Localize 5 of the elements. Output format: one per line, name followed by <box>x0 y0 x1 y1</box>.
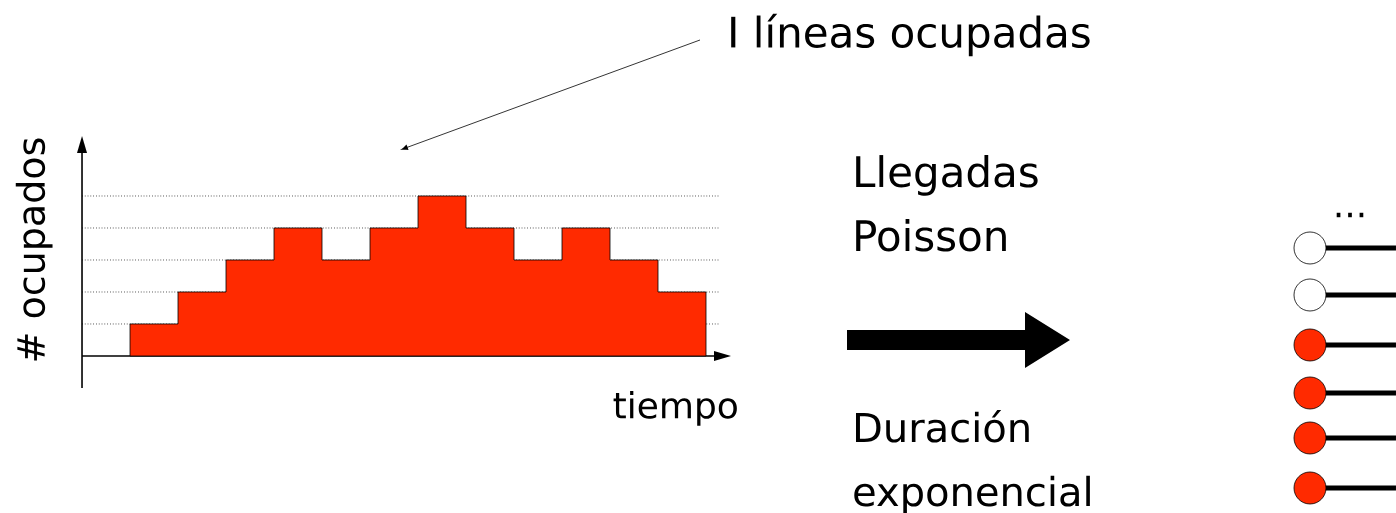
text: ... <box>1336 212 1364 218</box>
x-axis-title: tiempo <box>613 390 737 426</box>
text: I líneas ocupadas <box>731 13 1090 57</box>
text: Llegadas Poisson <box>856 155 1038 252</box>
y-axis-title: # ocupados <box>15 138 53 361</box>
